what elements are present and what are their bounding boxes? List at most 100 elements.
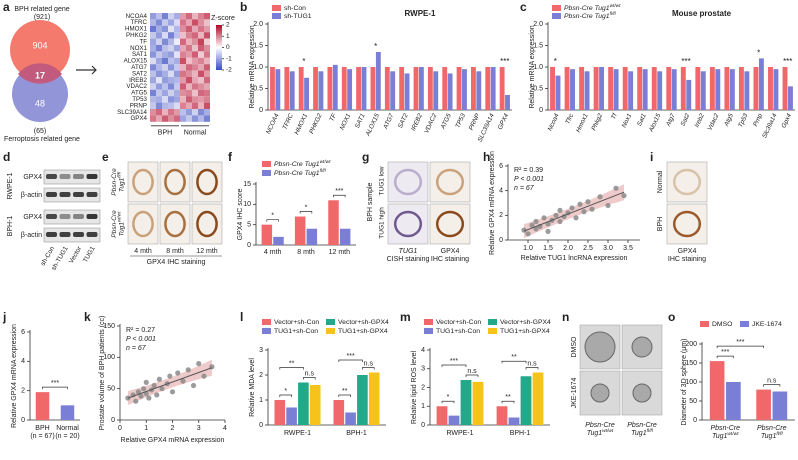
heatmap-cell	[168, 32, 174, 39]
significance: n.s	[467, 368, 477, 375]
heatmap-cell	[186, 109, 192, 116]
tissue	[435, 210, 465, 238]
bar	[555, 75, 561, 110]
heatmap-cell	[156, 25, 162, 33]
y-axis-label: Relative GPX4 mRNA expression	[11, 324, 18, 428]
label: GPX4	[678, 248, 697, 255]
heatmap-cell	[192, 70, 198, 77]
x-tick-label: 3	[197, 425, 201, 432]
heatmap-cell	[192, 25, 198, 33]
heatmap-cell	[156, 51, 162, 58]
panel-letter: k	[84, 310, 91, 324]
bar	[413, 67, 419, 110]
bar	[356, 67, 362, 110]
bar	[448, 415, 460, 425]
tissue	[164, 168, 186, 196]
bar	[313, 67, 318, 110]
heatmap-cell	[174, 19, 180, 26]
legend-swatch	[272, 5, 281, 11]
x-tick-label: 4	[223, 425, 227, 432]
significance: ***	[51, 380, 59, 387]
panel-letter: a	[3, 0, 10, 14]
significance: *	[374, 42, 377, 51]
label: BPH	[158, 130, 172, 137]
label: SLC39A14	[117, 109, 147, 116]
point	[146, 395, 152, 401]
heatmap-cell	[192, 13, 198, 20]
panel-letter: n	[562, 310, 569, 324]
bar	[726, 382, 741, 420]
significance-bracket	[716, 355, 734, 359]
heatmap-cell	[150, 70, 156, 77]
label-part: fl/fl	[776, 431, 783, 437]
legend-swatch	[262, 161, 271, 167]
label: 0	[226, 44, 230, 51]
heatmap-cell	[162, 102, 168, 109]
y-tick-label: 0	[539, 107, 543, 114]
bar	[622, 67, 628, 110]
heatmap-cell	[162, 115, 168, 122]
bar	[399, 67, 405, 110]
significance: *	[305, 204, 308, 211]
bar	[261, 224, 273, 245]
tissue	[196, 210, 218, 238]
bar	[700, 71, 706, 110]
panel-letter: g	[362, 150, 369, 164]
y-tick-label: 100	[103, 354, 115, 361]
bar	[485, 67, 491, 110]
heatmap-cell	[162, 51, 168, 58]
y-axis-label: Relative MDA level	[249, 358, 256, 417]
x-tick-label: RWPE-1	[446, 430, 473, 437]
legend-swatch	[552, 5, 561, 11]
panel-letter: l	[240, 310, 243, 324]
heatmap-cell	[174, 32, 180, 39]
label: DMSO	[571, 336, 578, 358]
heatmap-cell	[180, 64, 186, 71]
heatmap-cell	[156, 13, 162, 20]
heatmap-cell	[204, 57, 210, 65]
bar	[788, 86, 793, 110]
legend-swatch	[488, 328, 497, 334]
heatmap-cell	[180, 38, 186, 45]
heatmap-cell	[204, 89, 210, 97]
heatmap-cell	[168, 57, 174, 65]
label: Ferroptosis related gene	[4, 136, 80, 143]
label: GPX4	[130, 115, 147, 122]
label: SAT1	[132, 51, 148, 58]
point	[185, 367, 191, 373]
heatmap-cell	[204, 70, 210, 77]
bar	[273, 236, 284, 245]
heatmap-cell	[162, 89, 168, 97]
label: 4 mth	[134, 248, 152, 255]
bar	[339, 228, 351, 245]
heatmap-cell	[204, 13, 210, 20]
panel-letter: h	[483, 150, 490, 164]
x-tick-label: Normal	[56, 425, 79, 432]
heatmap-cell	[174, 45, 180, 52]
sphere	[631, 336, 653, 358]
label-part: fl/fl	[610, 11, 617, 17]
legend-swatch	[272, 13, 281, 19]
y-tick-label: 0	[111, 417, 115, 424]
point	[143, 379, 149, 385]
heatmap-cell	[180, 89, 186, 97]
legend-swatch	[326, 319, 335, 325]
label-part: Tug1	[631, 430, 647, 437]
y-tick-label: 1	[421, 403, 425, 410]
heatmap-cell	[168, 77, 174, 84]
y-tick-label: 1	[259, 397, 263, 404]
heatmap-cell	[168, 13, 174, 20]
bar	[35, 392, 50, 420]
heatmap-cell	[186, 70, 192, 77]
bar	[460, 380, 472, 425]
blot	[43, 187, 101, 203]
band	[73, 192, 84, 197]
heatmap-cell	[204, 32, 210, 39]
x-tick-label: RWPE-1	[284, 430, 311, 437]
heatmap-cell	[162, 32, 168, 39]
point	[613, 185, 619, 191]
bar	[341, 67, 347, 110]
heatmap-cell	[180, 13, 186, 20]
bar	[347, 69, 353, 110]
heatmap-cell	[180, 25, 186, 33]
